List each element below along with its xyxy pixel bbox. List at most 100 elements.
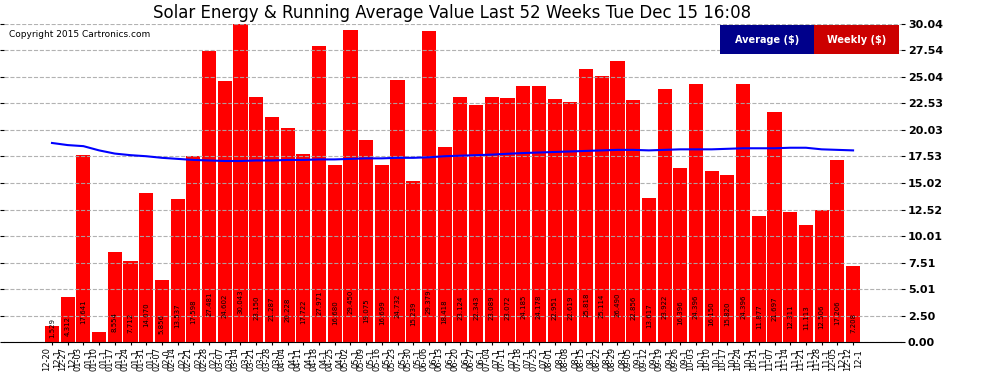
Text: 21.697: 21.697 bbox=[771, 296, 777, 321]
Bar bbox=[140, 193, 153, 342]
Text: 8.554: 8.554 bbox=[112, 312, 118, 332]
Bar bbox=[170, 199, 185, 342]
Text: 24.602: 24.602 bbox=[222, 294, 228, 318]
Text: 23.922: 23.922 bbox=[661, 294, 667, 319]
Bar bbox=[500, 98, 515, 342]
Text: 1.529: 1.529 bbox=[49, 318, 55, 338]
Bar bbox=[344, 30, 357, 342]
Text: Weekly ($): Weekly ($) bbox=[827, 34, 886, 45]
Bar bbox=[721, 175, 735, 342]
Text: 16.680: 16.680 bbox=[332, 300, 338, 325]
Bar bbox=[657, 88, 671, 342]
Bar bbox=[485, 98, 499, 342]
Bar bbox=[579, 69, 593, 342]
Bar bbox=[626, 100, 641, 342]
Text: 12.311: 12.311 bbox=[787, 304, 793, 329]
Text: 13.537: 13.537 bbox=[174, 303, 180, 328]
Bar bbox=[202, 51, 216, 342]
Text: 7.208: 7.208 bbox=[850, 313, 856, 333]
FancyBboxPatch shape bbox=[720, 26, 814, 54]
Bar bbox=[469, 105, 483, 342]
Text: 27.481: 27.481 bbox=[206, 291, 212, 316]
Bar bbox=[406, 181, 421, 342]
Text: 15.820: 15.820 bbox=[725, 301, 731, 326]
Text: 23.072: 23.072 bbox=[505, 295, 511, 320]
Bar bbox=[438, 147, 451, 342]
Bar bbox=[453, 97, 467, 342]
Text: 22.856: 22.856 bbox=[631, 296, 637, 320]
Bar bbox=[154, 280, 169, 342]
Text: 24.396: 24.396 bbox=[741, 294, 746, 318]
Bar bbox=[296, 154, 311, 342]
Text: 11.113: 11.113 bbox=[803, 305, 809, 330]
Bar bbox=[689, 84, 703, 342]
Text: 15.239: 15.239 bbox=[410, 302, 416, 326]
Bar bbox=[547, 99, 561, 342]
Bar bbox=[249, 97, 263, 342]
Text: 7.712: 7.712 bbox=[128, 313, 134, 333]
Bar bbox=[375, 165, 389, 342]
Text: 16.150: 16.150 bbox=[709, 301, 715, 326]
Text: 17.206: 17.206 bbox=[835, 300, 841, 325]
Text: 11.877: 11.877 bbox=[755, 304, 762, 329]
Text: 13.617: 13.617 bbox=[645, 303, 651, 328]
Bar bbox=[767, 112, 781, 342]
FancyBboxPatch shape bbox=[814, 26, 899, 54]
Bar bbox=[846, 266, 860, 342]
Bar bbox=[642, 198, 656, 342]
Text: 30.043: 30.043 bbox=[238, 289, 244, 314]
Bar bbox=[218, 81, 232, 342]
Text: 21.287: 21.287 bbox=[269, 297, 275, 321]
Text: 18.418: 18.418 bbox=[442, 299, 447, 324]
Text: 22.343: 22.343 bbox=[473, 296, 479, 320]
Text: 25.818: 25.818 bbox=[583, 293, 589, 317]
Text: 16.699: 16.699 bbox=[379, 300, 385, 325]
Text: 24.178: 24.178 bbox=[536, 294, 542, 319]
Bar bbox=[234, 24, 248, 342]
Bar bbox=[108, 252, 122, 342]
Bar bbox=[799, 225, 813, 342]
Bar bbox=[76, 155, 90, 342]
Text: 29.379: 29.379 bbox=[426, 290, 432, 314]
Bar bbox=[45, 326, 59, 342]
Text: 25.114: 25.114 bbox=[599, 294, 605, 318]
Text: 17.641: 17.641 bbox=[80, 300, 86, 324]
Text: 24.185: 24.185 bbox=[520, 294, 527, 319]
Bar bbox=[390, 80, 405, 342]
Text: 27.971: 27.971 bbox=[316, 291, 322, 315]
Text: Average ($): Average ($) bbox=[735, 34, 799, 45]
Text: 17.598: 17.598 bbox=[190, 300, 196, 324]
Bar bbox=[328, 165, 342, 342]
Text: 26.490: 26.490 bbox=[615, 292, 621, 317]
Text: 12.506: 12.506 bbox=[819, 304, 825, 328]
Text: 22.619: 22.619 bbox=[567, 296, 573, 320]
Bar bbox=[595, 76, 609, 342]
Text: 4.312: 4.312 bbox=[64, 316, 70, 336]
Text: 23.150: 23.150 bbox=[253, 295, 259, 320]
Bar bbox=[563, 102, 577, 342]
Bar bbox=[736, 84, 750, 342]
Bar bbox=[751, 216, 766, 342]
Bar bbox=[359, 140, 373, 342]
Text: 17.722: 17.722 bbox=[300, 300, 306, 324]
Text: Copyright 2015 Cartronics.com: Copyright 2015 Cartronics.com bbox=[9, 30, 149, 39]
Bar bbox=[783, 212, 797, 342]
Text: 23.124: 23.124 bbox=[457, 295, 463, 320]
Bar bbox=[532, 86, 546, 342]
Bar bbox=[186, 156, 200, 342]
Text: 20.228: 20.228 bbox=[284, 298, 291, 322]
Bar bbox=[124, 261, 138, 342]
Text: 24.732: 24.732 bbox=[395, 294, 401, 318]
Text: 5.856: 5.856 bbox=[159, 314, 165, 334]
Text: 16.396: 16.396 bbox=[677, 301, 683, 326]
Bar bbox=[92, 332, 106, 342]
Bar bbox=[60, 297, 75, 342]
Bar bbox=[815, 210, 829, 342]
Text: 14.070: 14.070 bbox=[144, 303, 149, 327]
Bar bbox=[611, 62, 625, 342]
Bar bbox=[422, 31, 436, 342]
Text: 19.075: 19.075 bbox=[363, 298, 369, 323]
Bar bbox=[831, 160, 844, 342]
Bar bbox=[516, 86, 531, 342]
Bar bbox=[312, 46, 326, 342]
